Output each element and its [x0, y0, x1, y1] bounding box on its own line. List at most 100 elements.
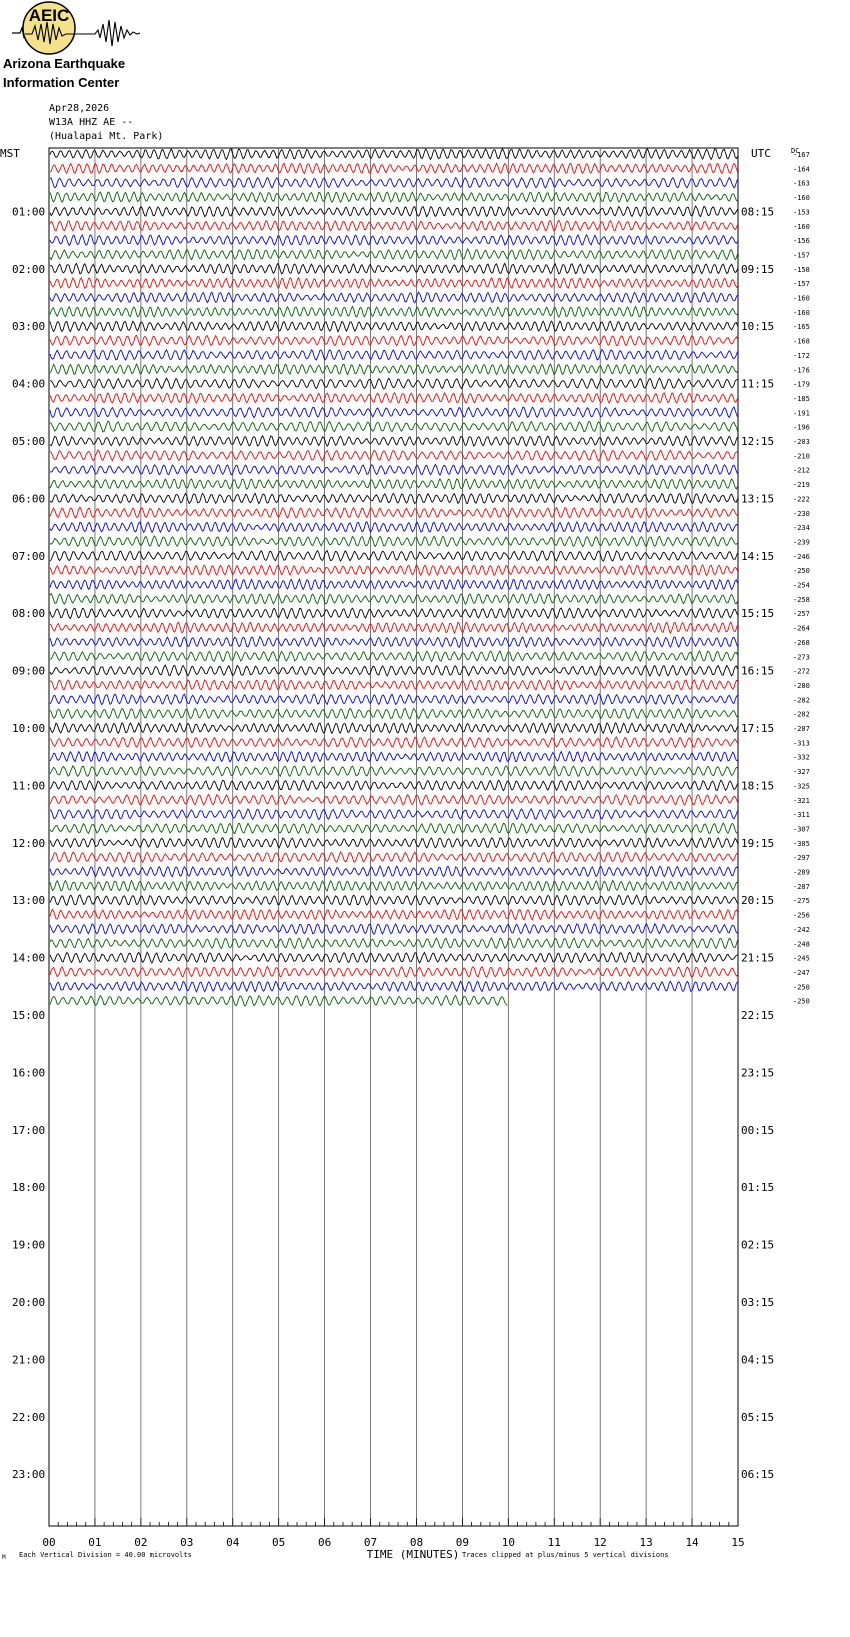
- dc-offset-label: -287: [793, 883, 810, 891]
- dc-offset-label: -156: [793, 237, 810, 245]
- utc-hour-label: 05:15: [741, 1411, 774, 1424]
- dc-offset-label: -307: [793, 825, 810, 833]
- dc-offset-label: -332: [793, 754, 810, 762]
- mst-hour-label: 13:00: [12, 894, 45, 907]
- seismic-trace: [49, 262, 739, 275]
- grid-layer: [48, 147, 739, 1527]
- mst-hour-label: 02:00: [12, 263, 45, 276]
- seismic-trace: [49, 922, 738, 935]
- seismic-trace: [49, 793, 739, 806]
- utc-hour-label: 14:15: [741, 550, 774, 563]
- x-tick-label: 09: [456, 1536, 469, 1549]
- seismic-trace: [49, 478, 739, 491]
- utc-hour-label: 15:15: [741, 607, 774, 620]
- x-tick-label: 08: [410, 1536, 423, 1549]
- utc-hour-label: 12:15: [741, 435, 774, 448]
- dc-offset-label: -167: [793, 151, 810, 159]
- dc-column-label: DC: [791, 147, 799, 155]
- dc-offset-label: -212: [793, 467, 810, 475]
- x-tick-label: 06: [318, 1536, 331, 1549]
- dc-offset-label: -297: [793, 854, 810, 862]
- utc-hour-label: 08:15: [741, 205, 774, 218]
- seismic-trace: [49, 750, 738, 763]
- seismic-trace: [49, 564, 739, 577]
- dc-offset-label: -164: [793, 165, 810, 173]
- mst-hour-label: 20:00: [12, 1296, 45, 1309]
- dc-offset-label: -239: [793, 538, 810, 546]
- utc-axis-label: UTC: [751, 147, 771, 160]
- utc-hour-label: 17:15: [741, 722, 774, 735]
- dc-offset-label: -287: [793, 725, 810, 733]
- seismic-trace: [49, 965, 738, 979]
- dc-offset-label: -247: [793, 969, 810, 977]
- utc-hour-label: 03:15: [741, 1296, 774, 1309]
- dc-offset-label: -219: [793, 481, 810, 489]
- seismic-trace: [49, 176, 739, 189]
- x-tick-label: 15: [731, 1536, 744, 1549]
- seismic-trace: [49, 463, 738, 477]
- seismic-trace: [49, 305, 738, 318]
- dc-offset-label: -254: [793, 582, 810, 590]
- station-site: (Hualapai Mt. Park): [49, 131, 164, 142]
- dc-offset-label: -176: [793, 366, 810, 374]
- dc-offset-label: -160: [793, 223, 810, 231]
- utc-hour-label: 23:15: [741, 1066, 774, 1079]
- mst-axis-label: MST: [0, 147, 20, 160]
- seismic-trace: [49, 764, 738, 778]
- mst-hour-label: 16:00: [12, 1066, 45, 1079]
- dc-offset-label: -325: [793, 782, 810, 790]
- utc-hour-label: 22:15: [741, 1009, 774, 1022]
- seismic-trace: [49, 535, 738, 548]
- utc-hour-label: 09:15: [741, 263, 774, 276]
- dc-offset-label: -222: [793, 495, 810, 503]
- mst-hour-label: 06:00: [12, 492, 45, 505]
- dc-offset-label: -250: [793, 983, 810, 991]
- dc-offset-label: -282: [793, 696, 810, 704]
- aeic-logo: AEIC: [12, 1, 141, 55]
- seismic-trace: [49, 248, 739, 261]
- seismic-trace: [49, 678, 738, 691]
- utc-hour-label: 10:15: [741, 320, 774, 333]
- mst-hour-label: 04:00: [12, 378, 45, 391]
- dc-offset-label: -157: [793, 251, 810, 259]
- seismic-trace: [49, 205, 738, 218]
- seismic-trace: [49, 693, 738, 706]
- seismic-trace: [49, 377, 738, 390]
- dc-offset-label: -242: [793, 926, 810, 934]
- seismic-trace: [49, 162, 739, 175]
- clipping-note: Traces clipped at plus/minus 5 vertical …: [462, 1551, 669, 1559]
- x-tick-label: 12: [594, 1536, 607, 1549]
- logo-circle: [22, 1, 76, 55]
- utc-hour-label: 04:15: [741, 1353, 774, 1366]
- seismic-trace: [49, 879, 738, 892]
- plot-frame: [48, 147, 739, 1527]
- dc-offset-label: -246: [793, 553, 810, 561]
- seismic-trace: [49, 334, 738, 347]
- seismic-trace: [49, 219, 739, 232]
- mst-hour-label: 23:00: [12, 1468, 45, 1481]
- utc-hour-label: 06:15: [741, 1468, 774, 1481]
- seismic-trace: [49, 721, 739, 735]
- seismic-trace: [49, 234, 738, 247]
- dc-offset-label: -256: [793, 912, 810, 920]
- seismic-trace: [49, 851, 738, 864]
- seismic-trace: [49, 937, 739, 950]
- dc-offset-label: -275: [793, 897, 810, 905]
- dc-offset-label: -203: [793, 438, 810, 446]
- dc-offset-label: -179: [793, 381, 810, 389]
- mst-hour-label: 18:00: [12, 1181, 45, 1194]
- dc-offset-label: -185: [793, 395, 810, 403]
- mst-hour-label: 19:00: [12, 1239, 45, 1252]
- dc-offset-label: -282: [793, 711, 810, 719]
- dc-offset-label: -273: [793, 653, 810, 661]
- vertical-scale-note: Each Vertical Division = 40.00 microvolt…: [19, 1551, 192, 1559]
- corner-mark: M: [2, 1554, 6, 1561]
- mst-hour-label: 03:00: [12, 320, 45, 333]
- utc-hour-label: 21:15: [741, 952, 774, 965]
- seismic-trace: [49, 276, 738, 290]
- seismic-trace: [49, 148, 738, 161]
- mst-hour-label: 17:00: [12, 1124, 45, 1137]
- seismic-trace: [49, 664, 739, 677]
- dc-offset-label: -280: [793, 682, 810, 690]
- x-tick-label: 00: [42, 1536, 55, 1549]
